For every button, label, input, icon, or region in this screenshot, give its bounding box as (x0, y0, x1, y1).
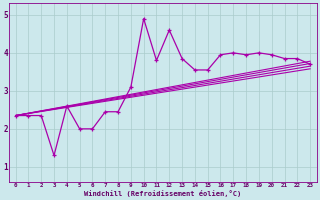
X-axis label: Windchill (Refroidissement éolien,°C): Windchill (Refroidissement éolien,°C) (84, 190, 242, 197)
